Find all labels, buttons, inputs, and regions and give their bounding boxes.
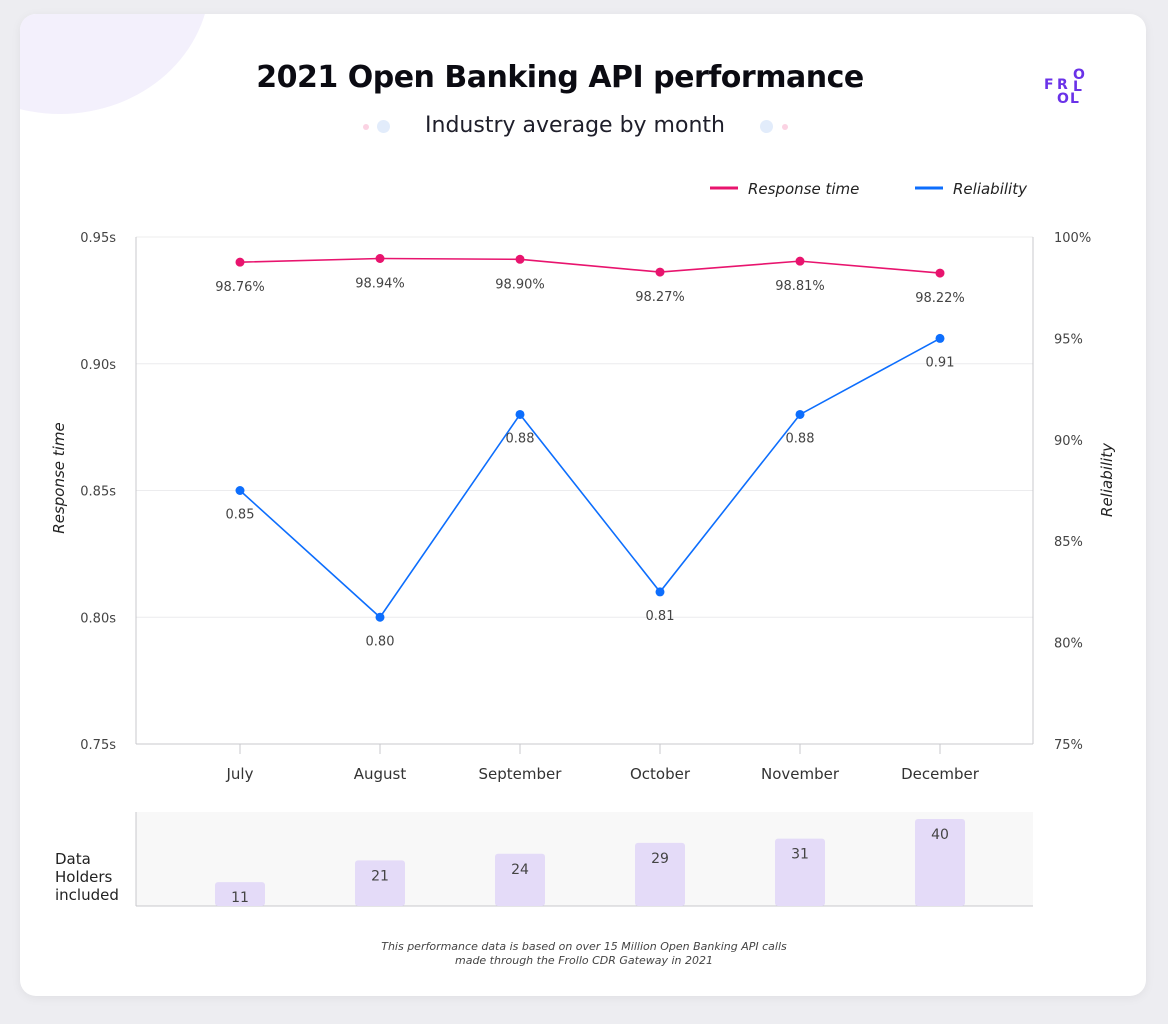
response-time-point — [515, 254, 525, 264]
legend-label-response-time: Response time — [748, 180, 859, 198]
reliability-data-label: 0.81 — [646, 609, 675, 624]
x-tick-label: September — [479, 765, 563, 783]
data-holders-bar — [495, 853, 545, 906]
right-tick-label: 90% — [1054, 434, 1083, 449]
decor-dot-pink-left — [363, 124, 369, 130]
response-time-data-label: 98.27% — [635, 290, 685, 305]
logo-letter: L — [1073, 79, 1082, 95]
right-tick-label: 100% — [1054, 231, 1091, 246]
decor-dot-blue-left — [377, 120, 390, 133]
decor-dot-pink-right — [782, 124, 788, 130]
reliability-point — [935, 333, 945, 343]
footnote-line-2: made through the Frollo CDR Gateway in 2… — [454, 954, 714, 967]
footnote-line-1: This performance data is based on over 1… — [381, 940, 787, 953]
reliability-data-label: 0.88 — [786, 431, 815, 446]
reliability-point — [235, 486, 245, 495]
footnote: This performance data is based on over 1… — [0, 940, 1168, 968]
right-axis-title: Reliability — [1098, 442, 1116, 517]
legend-label-reliability: Reliability — [953, 180, 1028, 198]
data-holders-bar — [635, 842, 685, 906]
series-line-reliability — [239, 337, 941, 619]
bar-panel-label-line: Holders — [55, 868, 113, 886]
response-time-point — [935, 268, 945, 278]
data-holders-bar-label: 11 — [231, 890, 249, 906]
response-time-point — [655, 267, 665, 277]
left-axis-title: Response time — [50, 422, 68, 533]
logo-letter: F — [1044, 77, 1054, 93]
data-holders-bar-label: 21 — [371, 868, 389, 884]
right-tick-label: 80% — [1054, 637, 1083, 652]
bar-panel-label-line: Data — [55, 850, 91, 868]
x-tick-label: October — [630, 765, 691, 783]
reliability-point — [655, 587, 665, 597]
x-tick-label: December — [901, 765, 980, 783]
response-time-data-label: 98.76% — [215, 280, 265, 295]
chart-title: 2021 Open Banking API performance — [256, 60, 864, 95]
x-tick-label: November — [761, 765, 840, 783]
reliability-data-label: 0.80 — [366, 634, 395, 649]
logo-letter: L — [1070, 91, 1079, 107]
data-holders-bar — [915, 819, 965, 906]
data-holders-bar-label: 24 — [511, 862, 529, 878]
reliability-point — [375, 612, 385, 622]
right-tick-label: 85% — [1054, 535, 1083, 550]
logo-letter: O — [1073, 67, 1085, 83]
left-tick-label: 0.75s — [80, 738, 116, 753]
data-holders-bar — [775, 838, 825, 906]
logo-letter: O — [1057, 91, 1069, 107]
left-tick-label: 0.85s — [80, 485, 116, 500]
response-time-data-label: 98.94% — [355, 276, 405, 291]
left-tick-label: 0.80s — [80, 611, 116, 626]
data-holders-bar — [215, 882, 265, 906]
reliability-data-label: 0.88 — [506, 431, 535, 446]
series-line-response-time — [239, 257, 941, 274]
logo-letter: R — [1057, 77, 1068, 93]
response-time-data-label: 98.90% — [495, 277, 545, 292]
decor-dot-blue-right — [760, 120, 773, 133]
response-time-point — [795, 256, 805, 266]
x-tick-label: July — [226, 765, 254, 783]
response-time-point — [235, 257, 245, 267]
reliability-point — [795, 409, 805, 419]
reliability-point — [515, 409, 525, 419]
chart-subtitle: Industry average by month — [425, 113, 725, 138]
reliability-data-label: 0.91 — [926, 355, 955, 370]
bar-panel-label-line: included — [55, 886, 119, 904]
response-time-data-label: 98.81% — [775, 279, 825, 294]
left-tick-label: 0.90s — [80, 358, 116, 373]
response-time-data-label: 98.22% — [915, 291, 965, 306]
reliability-data-label: 0.85 — [226, 508, 255, 523]
bar-panel-background — [136, 812, 1033, 906]
left-tick-label: 0.95s — [80, 231, 116, 246]
x-tick-label: August — [354, 765, 407, 783]
data-holders-bar-label: 31 — [791, 847, 809, 863]
data-holders-bar-label: 40 — [931, 827, 949, 843]
response-time-point — [375, 253, 385, 263]
data-holders-bar — [355, 860, 405, 906]
right-tick-label: 95% — [1054, 332, 1083, 347]
frollo-logo: F R O L O L — [1040, 68, 1092, 108]
data-holders-bar-label: 29 — [651, 851, 669, 867]
right-tick-label: 75% — [1054, 738, 1083, 753]
